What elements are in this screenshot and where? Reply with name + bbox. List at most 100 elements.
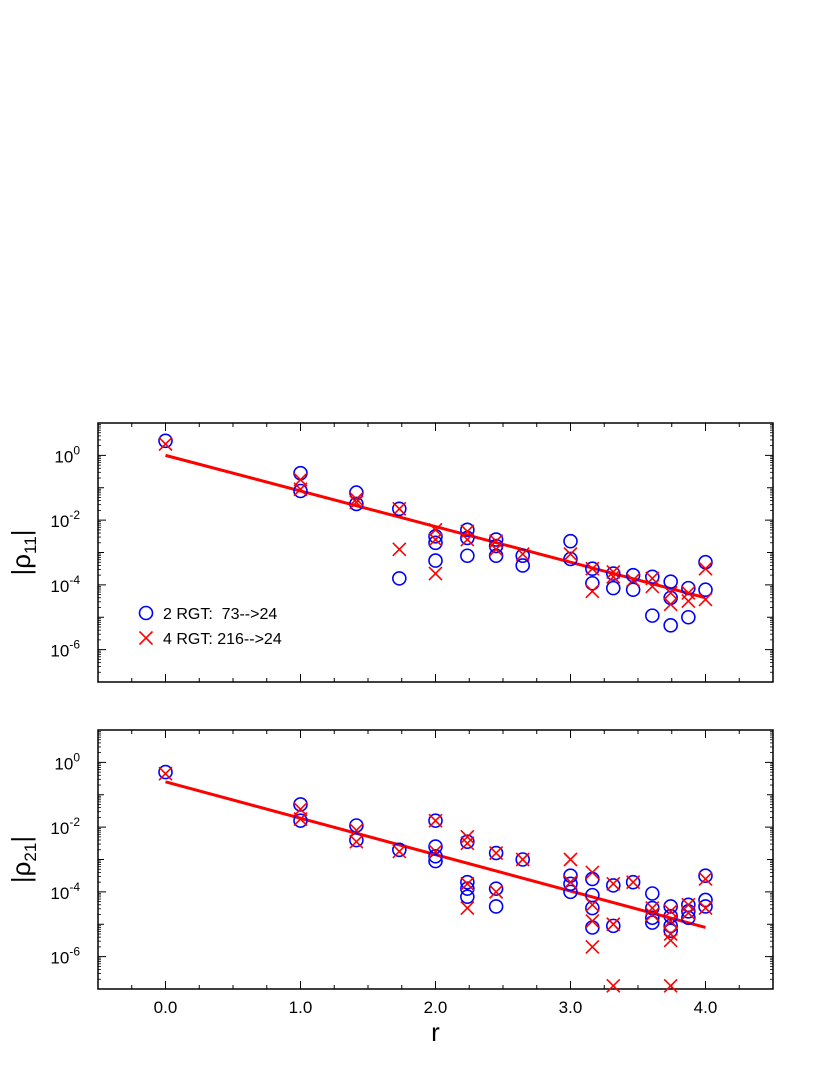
- data-point-circle: [625, 874, 641, 890]
- data-point-circle: [460, 530, 475, 546]
- data-point-cross: [663, 913, 678, 929]
- data-point-circle: [563, 876, 578, 892]
- data-point-cross: [606, 876, 621, 891]
- data-point-circle: [349, 818, 364, 833]
- data-point-circle: [293, 465, 308, 481]
- data-point-circle: [585, 900, 600, 916]
- data-point-cross: [626, 875, 641, 890]
- data-point-circle: [645, 569, 660, 585]
- data-point-cross: [606, 564, 621, 579]
- data-point-cross: [698, 561, 713, 576]
- fit-line: [165, 453, 706, 600]
- data-point-circle: [605, 878, 621, 893]
- data-point-cross: [585, 561, 600, 576]
- data-point-cross: [428, 813, 443, 828]
- data-point-circle: [392, 571, 407, 586]
- data-point-circle: [681, 609, 696, 625]
- data-point-cross: [460, 900, 475, 916]
- data-point-cross: [645, 907, 660, 922]
- data-point-cross: [663, 585, 678, 601]
- data-point-cross: [460, 876, 475, 891]
- data-point-cross: [663, 926, 678, 942]
- data-point-cross: [428, 566, 443, 581]
- data-point-cross: [392, 542, 407, 557]
- data-point-cross: [663, 933, 678, 948]
- data-point-cross: [489, 542, 504, 557]
- data-point-cross: [585, 584, 600, 599]
- data-point-circle: [625, 582, 641, 598]
- data-point-circle: [625, 567, 641, 583]
- data-point-cross: [392, 501, 407, 516]
- data-point-cross: [158, 766, 173, 781]
- data-point-circle: [138, 605, 154, 621]
- data-point-circle: [488, 881, 504, 896]
- data-point-cross: [428, 844, 443, 859]
- data-point-circle: [293, 813, 308, 828]
- series-circle: [158, 433, 713, 633]
- data-point-circle: [488, 538, 504, 554]
- data-point-cross: [158, 436, 173, 452]
- data-point-circle: [460, 874, 475, 890]
- data-point-circle: [681, 910, 696, 926]
- data-point-circle: [563, 551, 578, 567]
- x-axis-label: r: [431, 1017, 440, 1047]
- data-point-cross: [645, 900, 660, 916]
- data-point-circle: [293, 797, 308, 812]
- data-point-cross: [585, 913, 600, 929]
- x-tick-label: 3.0: [559, 998, 583, 1017]
- data-point-circle: [585, 920, 600, 935]
- data-point-cross: [663, 978, 678, 993]
- x-tick-label: 2.0: [424, 998, 448, 1017]
- y-axis-label: |ρ21|: [6, 836, 40, 883]
- data-point-circle: [663, 908, 678, 924]
- data-point-circle: [645, 886, 660, 901]
- data-point-circle: [428, 848, 443, 864]
- data-point-circle: [663, 918, 678, 934]
- data-point-circle: [293, 483, 308, 499]
- y-axis-label: |ρ11|: [6, 530, 40, 576]
- data-point-cross: [293, 811, 308, 827]
- data-point-cross: [698, 871, 713, 886]
- data-point-cross: [645, 579, 660, 594]
- data-point-circle: [645, 910, 660, 926]
- legend-label: 4 RGT: 216-->24: [163, 631, 282, 648]
- data-point-circle: [392, 842, 407, 858]
- data-point-circle: [698, 868, 713, 883]
- data-point-cross: [349, 492, 364, 507]
- data-point-circle: [349, 832, 364, 848]
- data-point-cross: [606, 978, 621, 993]
- data-point-cross: [489, 845, 504, 861]
- data-point-cross: [515, 852, 530, 867]
- data-point-circle: [605, 566, 621, 581]
- data-point-circle: [698, 582, 713, 598]
- data-point-cross: [698, 592, 713, 607]
- panel-top: 100 10-2 10-4 10-6 |ρ11| 2 RGT: 73-->24 4 RGT:…: [6, 422, 774, 683]
- data-point-cross: [460, 829, 475, 844]
- data-point-cross: [349, 834, 364, 849]
- data-point-cross: [606, 917, 621, 932]
- plot-frame: [97, 729, 774, 990]
- data-point-circle: [488, 548, 504, 564]
- data-point-circle: [488, 532, 504, 547]
- y-tick-label: 10-6: [50, 945, 80, 968]
- data-point-circle: [645, 608, 660, 623]
- series-cross: [158, 436, 713, 612]
- x-tick-label: 0.0: [154, 998, 178, 1017]
- data-point-cross: [293, 482, 308, 497]
- data-point-cross: [349, 495, 364, 510]
- data-point-circle: [460, 522, 475, 538]
- data-point-cross: [698, 900, 713, 916]
- data-point-circle: [158, 433, 173, 449]
- data-point-circle: [563, 884, 578, 900]
- data-point-cross: [681, 593, 696, 609]
- data-point-cross: [489, 884, 504, 899]
- data-point-circle: [698, 899, 713, 914]
- data-point-circle: [515, 548, 531, 564]
- data-point-circle: [605, 580, 621, 596]
- data-point-circle: [605, 918, 621, 934]
- data-point-circle: [585, 561, 600, 576]
- data-point-circle: [428, 535, 443, 551]
- y-tick-label: 100: [54, 750, 80, 773]
- data-point-circle: [663, 899, 678, 914]
